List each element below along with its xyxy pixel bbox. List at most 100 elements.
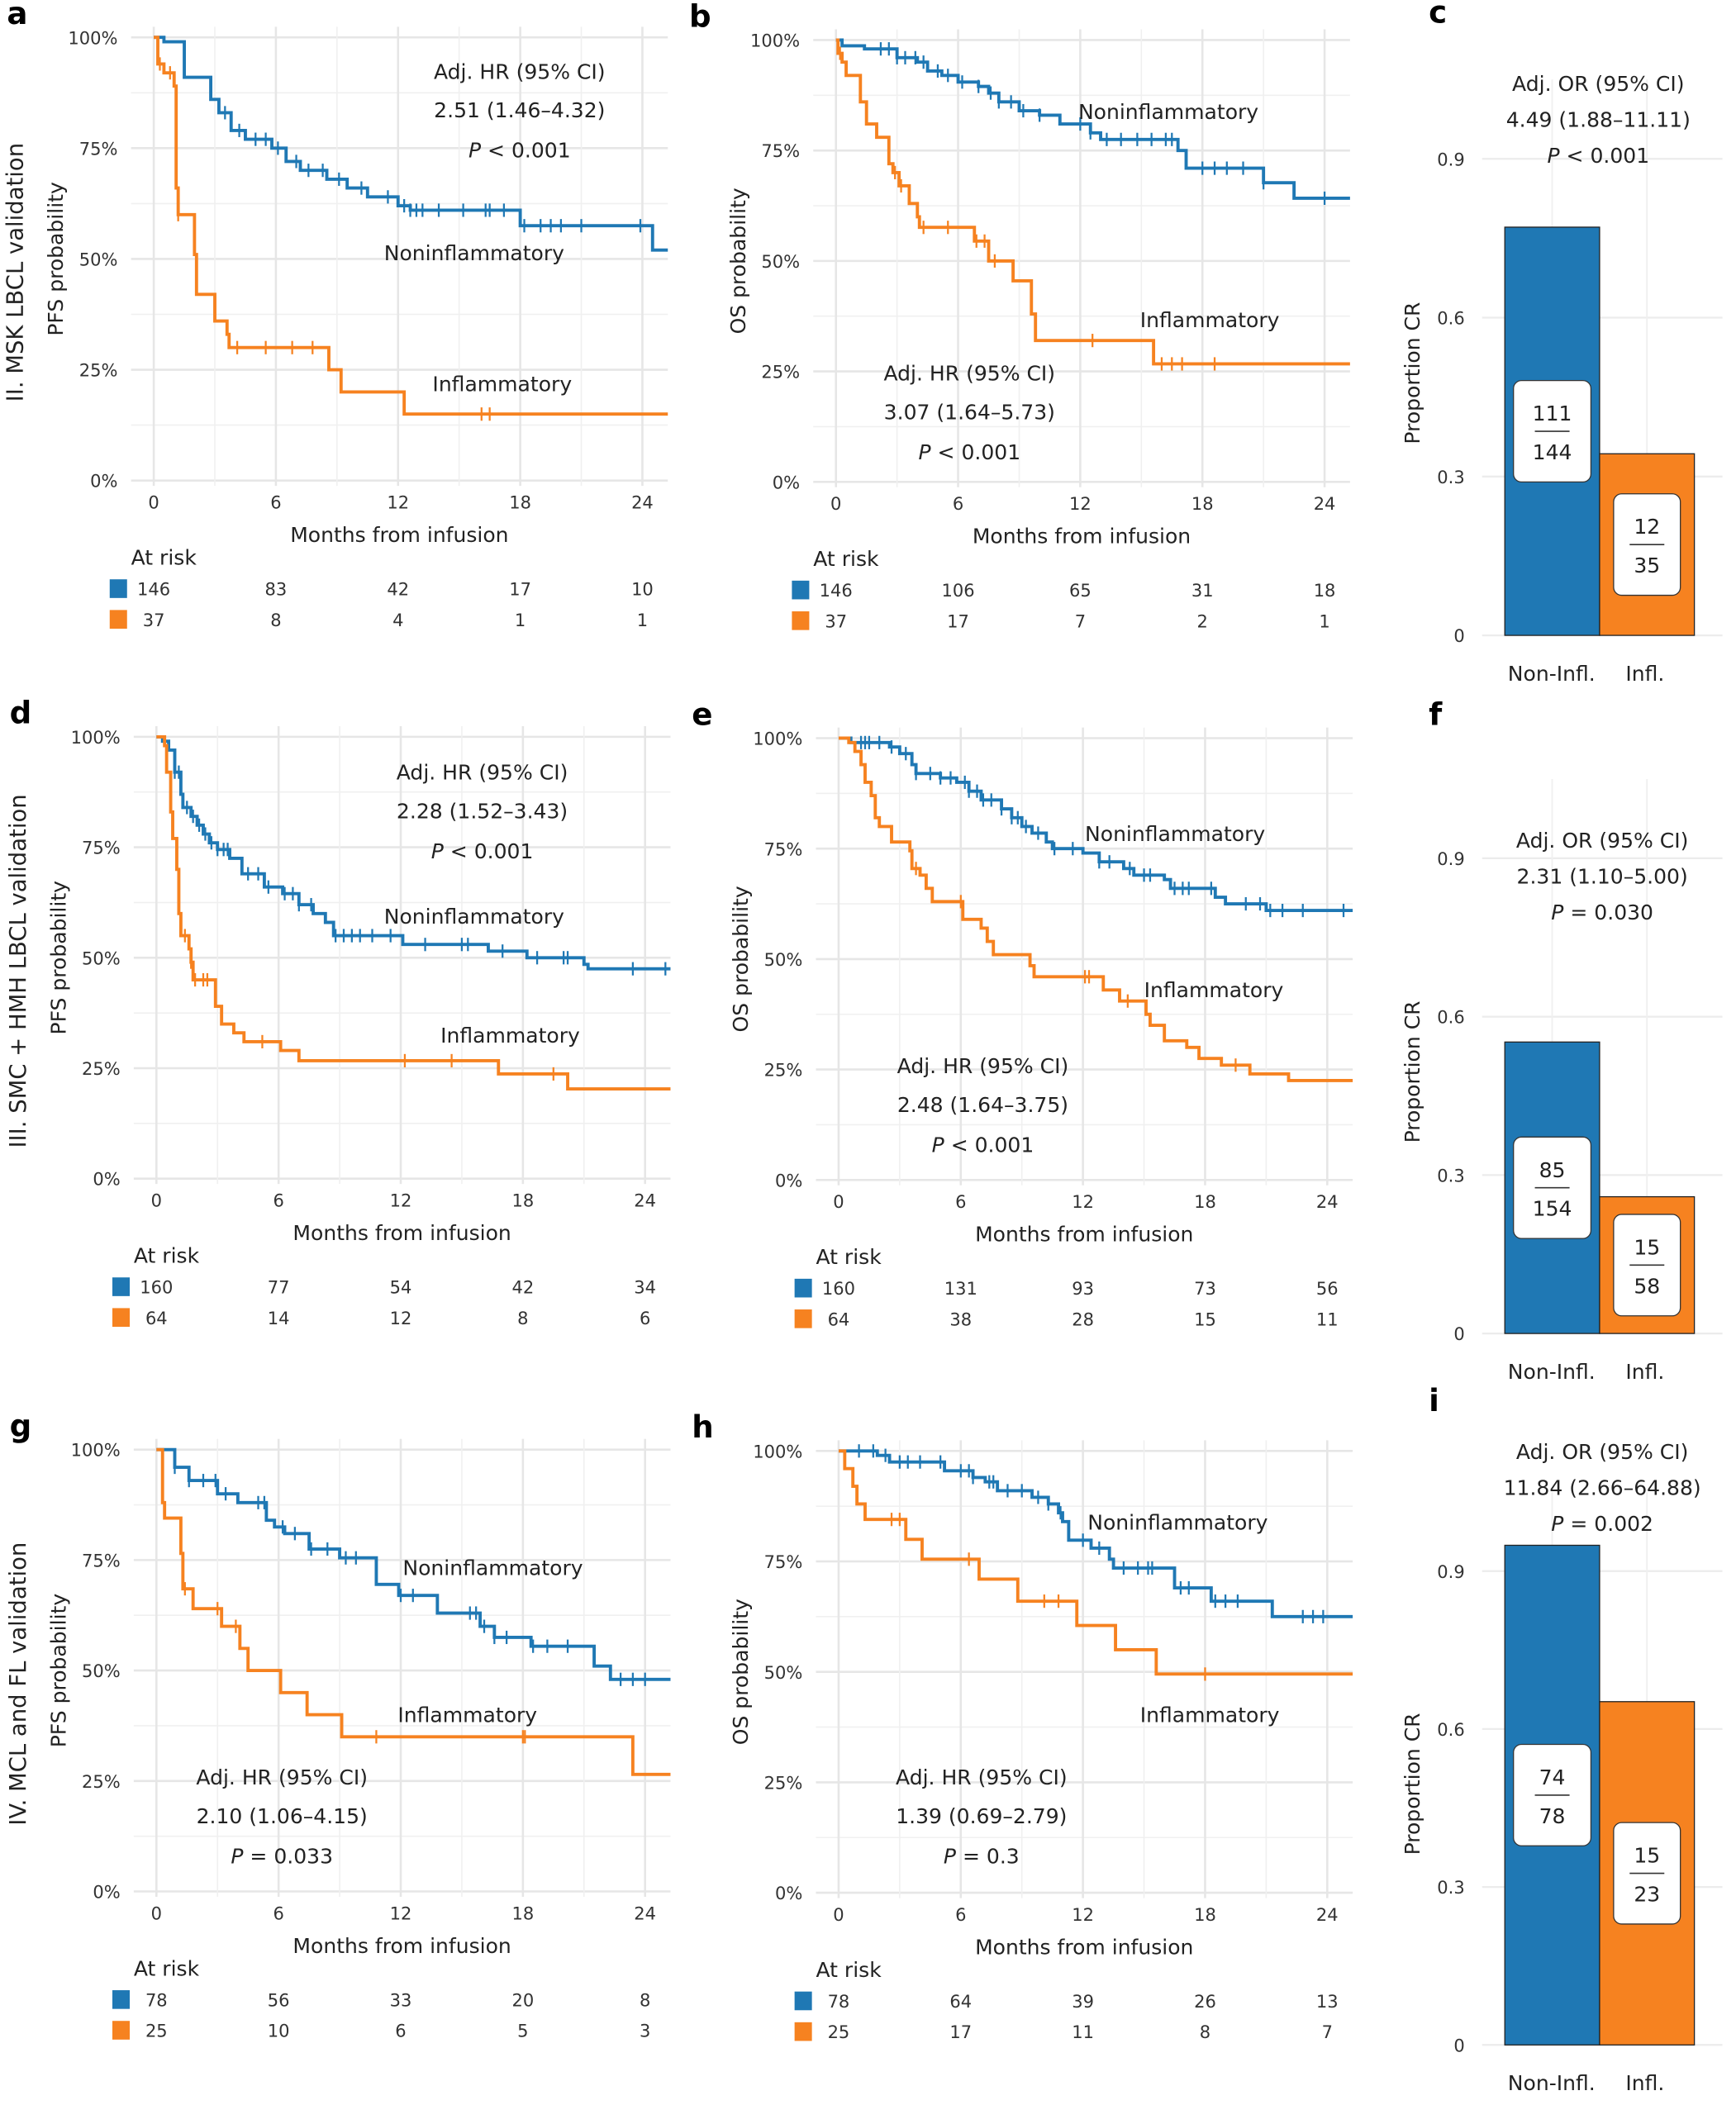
at-risk-count: 5 — [517, 2022, 528, 2041]
series-label-noninflammatory: Noninflammatory — [1087, 1511, 1268, 1535]
y-tick-label: 75% — [764, 1552, 803, 1572]
y-axis-label: Proportion CR — [1401, 302, 1424, 444]
y-tick-label: 25% — [761, 363, 800, 383]
y-tick-label: 100% — [753, 729, 802, 749]
p-symbol: P — [231, 1845, 244, 1869]
at-risk-count: 37 — [825, 611, 847, 631]
x-axis-label: Months from infusion — [975, 1223, 1193, 1247]
at-risk-legend-swatch — [109, 610, 127, 630]
y-tick-label: 0% — [93, 1170, 120, 1190]
at-risk-count: 38 — [949, 1309, 972, 1329]
at-risk-count: 26 — [1194, 1992, 1216, 2012]
p-symbol: P — [1547, 144, 1560, 168]
y-tick-label: 75% — [764, 839, 803, 859]
x-tick-label: 0 — [830, 494, 841, 514]
at-risk-count: 25 — [145, 2022, 168, 2041]
or-value: 2.31 (1.10–5.00) — [1517, 865, 1688, 889]
hr-label: Adj. HR (95% CI) — [897, 1054, 1069, 1078]
at-risk-legend-swatch — [112, 1308, 131, 1328]
y-tick-label: 75% — [761, 141, 800, 161]
p-text: < 0.001 — [944, 1133, 1034, 1157]
at-risk-count: 10 — [631, 580, 654, 600]
at-risk-count: 106 — [942, 581, 975, 601]
panel-f: f 0 0.3 0.6 0.9 Proportion CR 85 154 Non-Infl. 15… — [1401, 696, 1723, 1384]
at-risk-count: 1 — [637, 611, 648, 630]
fraction-denominator: 78 — [1539, 1804, 1566, 1828]
p-text: < 0.001 — [931, 440, 1021, 464]
series-label-noninflammatory: Noninflammatory — [1078, 100, 1258, 124]
or-label: Adj. OR (95% CI) — [1516, 829, 1688, 853]
hr-value: 2.10 (1.06–4.15) — [197, 1804, 368, 1828]
panel-d: d 0% 25% 50% 75% 100% 0 6 12 18 24 Months from infu… — [6, 696, 671, 1328]
y-tick-label: 0 — [1453, 2036, 1464, 2055]
at-risk-count: 64 — [145, 1309, 168, 1328]
series-label-inflammatory: Inflammatory — [1140, 308, 1280, 332]
fraction-denominator: 58 — [1634, 1274, 1660, 1298]
p-value: P = 0.002 — [1551, 1512, 1653, 1536]
y-tick-label: 25% — [79, 361, 118, 381]
p-value: P = 0.030 — [1551, 900, 1653, 924]
fraction-numerator: 111 — [1533, 402, 1572, 425]
at-risk-count: 83 — [265, 580, 288, 600]
p-text: = 0.002 — [1563, 1512, 1653, 1536]
at-risk-count: 3 — [640, 2022, 650, 2041]
x-tick-label: 24 — [1314, 494, 1336, 514]
km-curve-inflammatory — [156, 1447, 671, 1776]
x-tick-label: 6 — [955, 1192, 966, 1212]
y-tick-label: 0% — [773, 473, 800, 492]
at-risk-count: 37 — [143, 611, 165, 630]
at-risk-legend-swatch — [792, 580, 810, 600]
x-tick-label: Non-Infl. — [1508, 1360, 1596, 1384]
x-tick-label: 18 — [1194, 1192, 1216, 1212]
km-curve-noninflammatory — [156, 734, 671, 971]
panel-g: g 0% 25% 50% 75% 100% 0 6 12 18 24 Months from infu… — [6, 1409, 671, 2041]
y-tick-label: 0.3 — [1437, 468, 1464, 487]
y-axis-label: PFS probability — [46, 1594, 70, 1748]
panel-e: e 0% 25% 50% 75% 100% 0 6 12 18 24 Months from infu… — [692, 696, 1353, 1329]
at-risk-count: 42 — [511, 1278, 534, 1298]
at-risk-count: 20 — [511, 1990, 534, 2010]
y-tick-label: 0.9 — [1437, 849, 1464, 869]
x-tick-label: 6 — [273, 1903, 283, 1923]
y-tick-label: 75% — [82, 839, 121, 858]
p-text: = 0.3 — [956, 1845, 1020, 1869]
y-tick-label: 0.6 — [1437, 309, 1464, 329]
km-curve-inflammatory — [835, 38, 1350, 366]
p-value: P < 0.001 — [431, 839, 534, 863]
at-risk-count: 78 — [145, 1990, 168, 2010]
x-tick-label: 18 — [511, 1903, 534, 1923]
p-symbol: P — [918, 440, 931, 464]
panel-letter: i — [1429, 1383, 1439, 1418]
hr-value: 2.48 (1.64–3.75) — [897, 1093, 1068, 1117]
x-tick-label: 0 — [151, 1191, 162, 1211]
at-risk-count: 77 — [268, 1278, 290, 1298]
p-text: = 0.033 — [243, 1845, 333, 1869]
x-tick-label: 24 — [634, 1903, 656, 1923]
km-curve-inflammatory — [156, 734, 671, 1091]
row-label: II. MSK LBCL validation — [3, 143, 29, 402]
at-risk-legend-swatch — [792, 611, 810, 630]
series-label-noninflammatory: Noninflammatory — [384, 905, 564, 929]
y-tick-label: 50% — [82, 948, 121, 968]
at-risk-count: 12 — [390, 1309, 412, 1328]
fraction-denominator: 154 — [1533, 1197, 1572, 1221]
x-tick-label: Non-Infl. — [1508, 2071, 1596, 2095]
x-tick-label: 18 — [509, 493, 531, 513]
panel-letter: d — [10, 696, 32, 731]
y-tick-label: 0% — [93, 1883, 120, 1903]
x-tick-label: 18 — [511, 1191, 534, 1211]
y-tick-label: 0 — [1453, 626, 1464, 646]
at-risk-title: At risk — [134, 1243, 200, 1267]
at-risk-title: At risk — [816, 1958, 882, 1982]
y-tick-label: 0.6 — [1437, 1008, 1464, 1028]
at-risk-count: 73 — [1194, 1279, 1216, 1299]
series-label-inflammatory: Inflammatory — [1144, 978, 1284, 1002]
km-curve-noninflammatory — [838, 1449, 1353, 1618]
y-tick-label: 50% — [764, 950, 803, 970]
p-symbol: P — [1551, 1512, 1564, 1536]
x-tick-label: 0 — [833, 1905, 844, 1925]
x-tick-label: 6 — [270, 493, 281, 513]
